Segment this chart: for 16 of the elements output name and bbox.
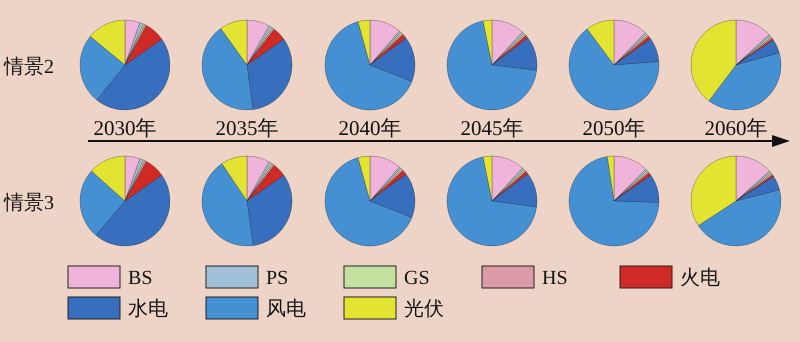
- text: 2030年: [94, 116, 156, 140]
- text: 2035年: [216, 116, 278, 140]
- text: 情景2: [3, 56, 54, 78]
- legend-label: 火电: [680, 267, 720, 289]
- text: 2060年: [704, 116, 768, 140]
- legend-label: HS: [542, 267, 568, 289]
- text: 2040年: [338, 116, 402, 140]
- legend-label: BS: [128, 267, 152, 289]
- legend-label: 风电: [266, 298, 306, 320]
- legend-label: GS: [404, 267, 430, 289]
- legend-label: 光伏: [404, 298, 444, 320]
- legend-label: 水电: [128, 298, 168, 320]
- text: 2050年: [582, 116, 646, 140]
- text: 情景3: [3, 192, 54, 214]
- text: 2045年: [460, 116, 524, 140]
- legend-label: PS: [266, 267, 288, 289]
